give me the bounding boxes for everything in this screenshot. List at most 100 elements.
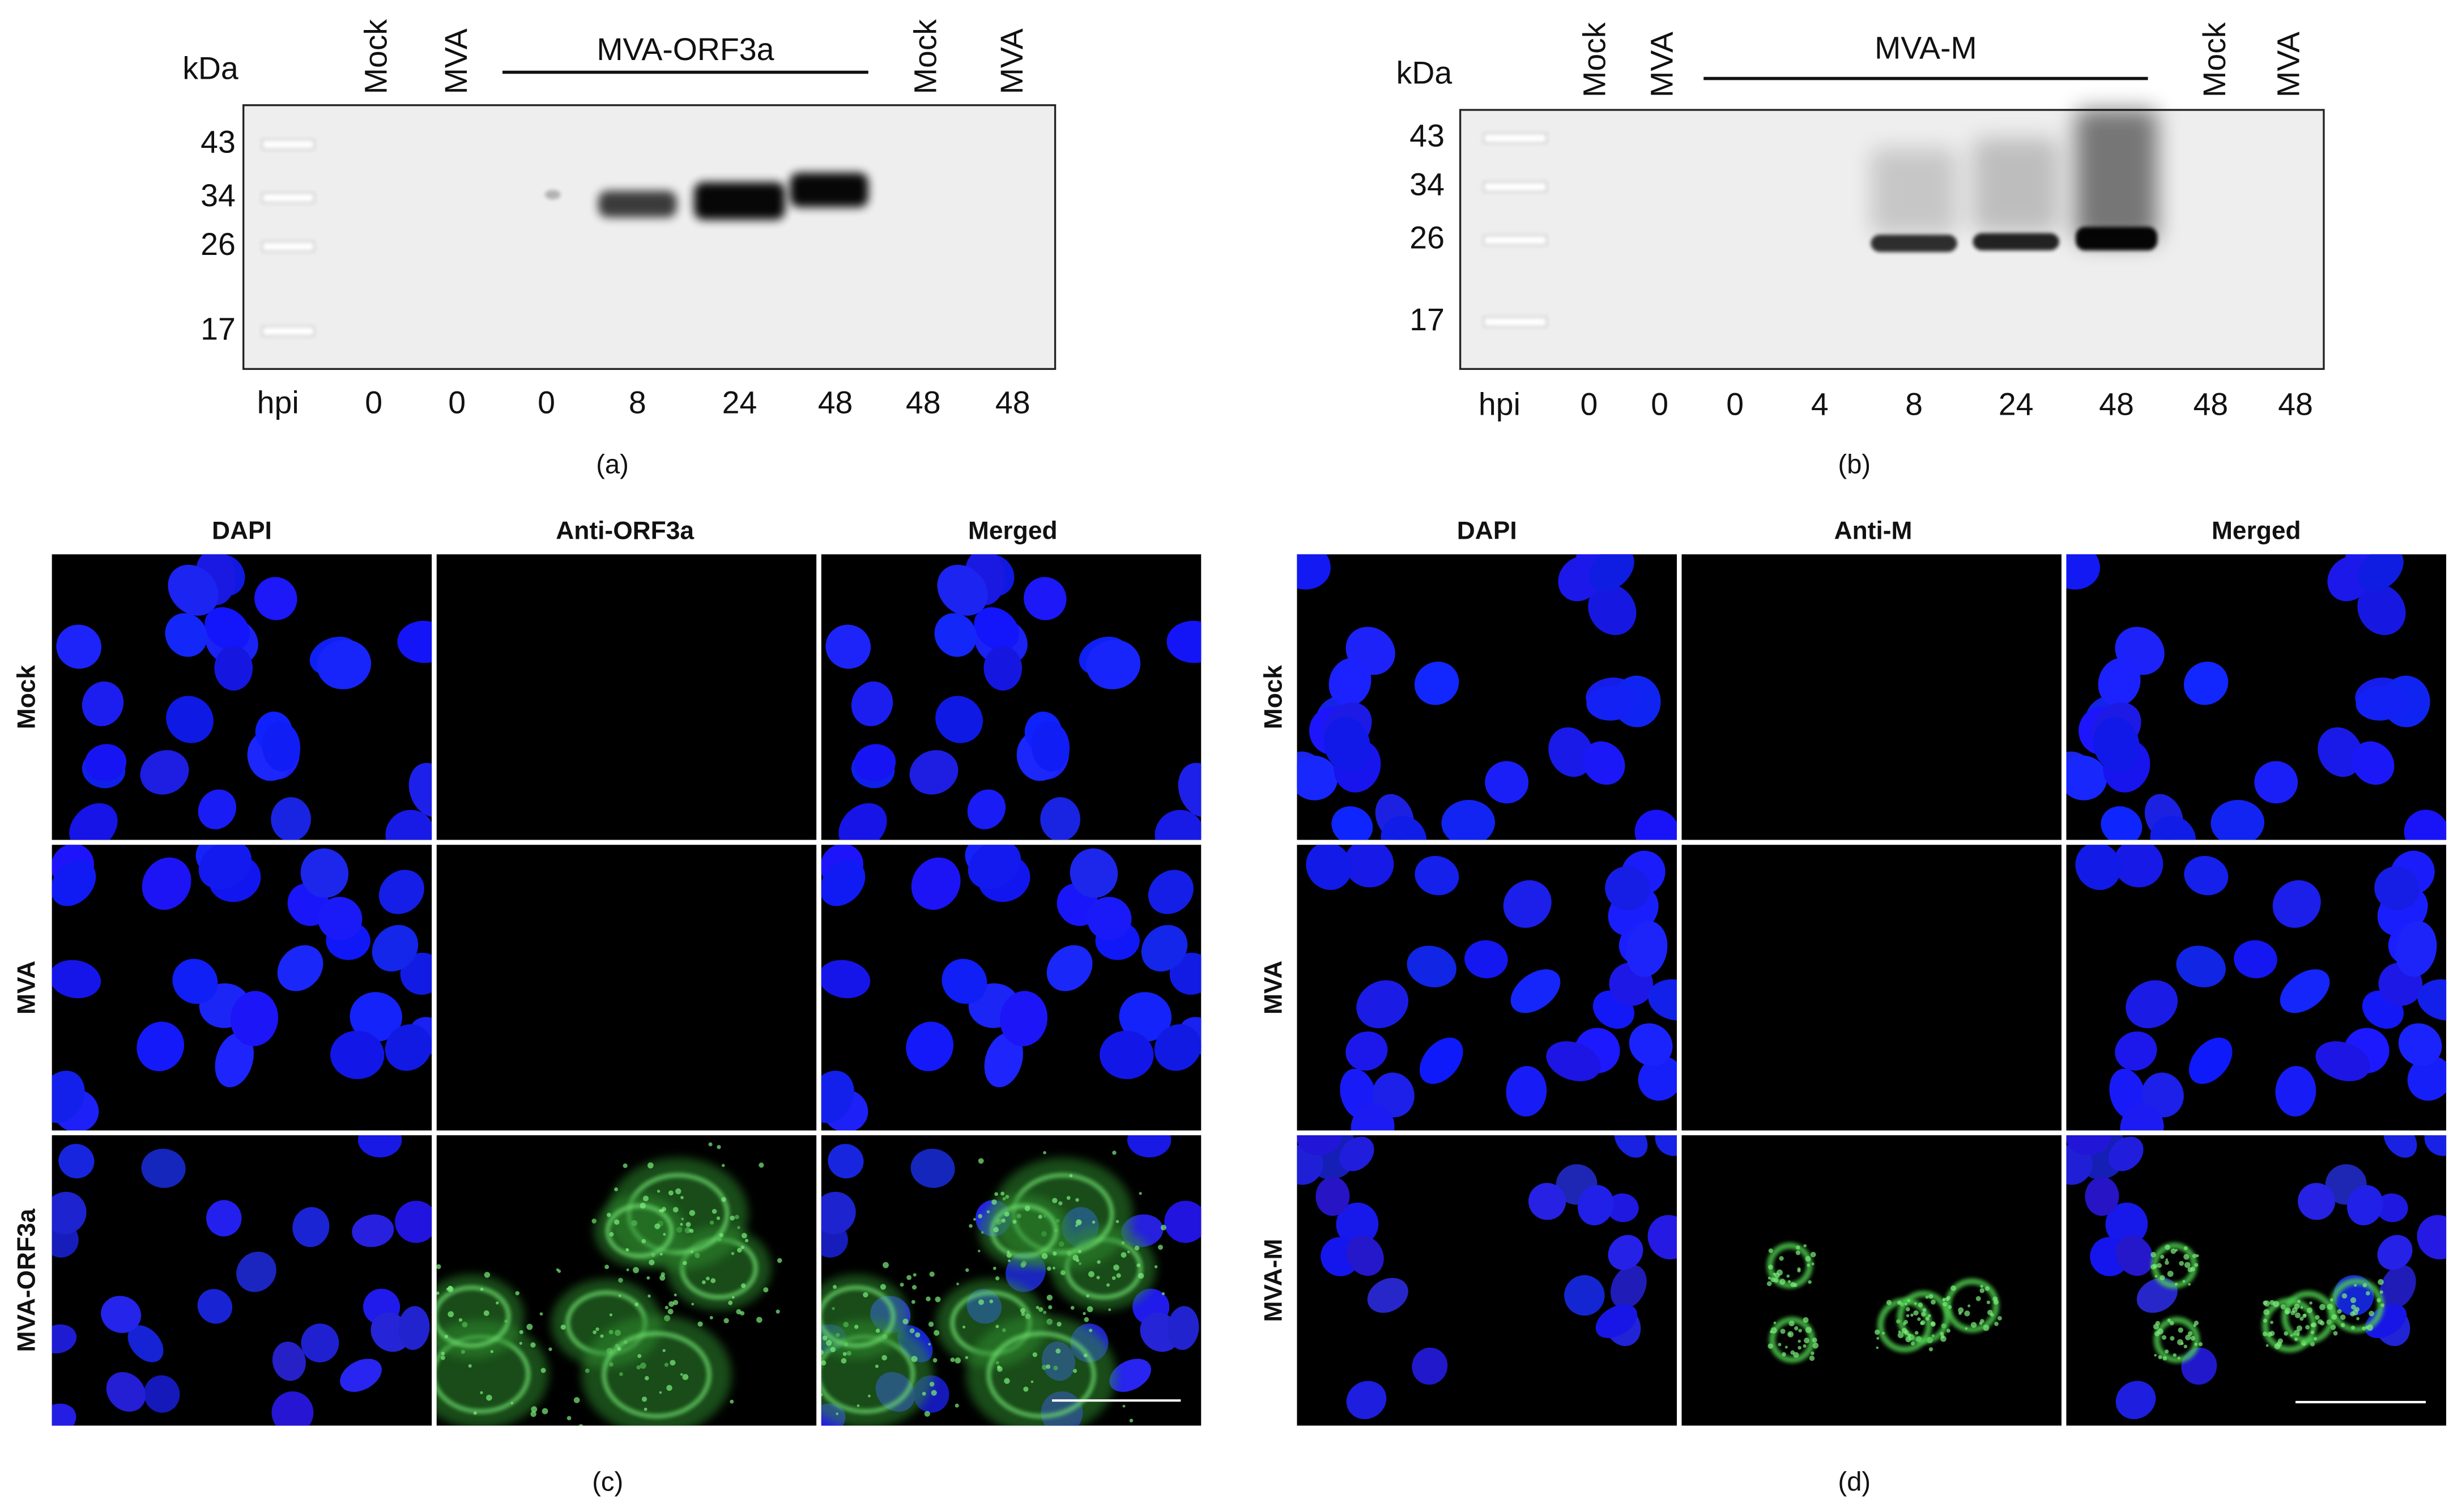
green-speckle (682, 1374, 689, 1381)
nucleus (1605, 866, 1650, 911)
green-speckle (1770, 1330, 1773, 1334)
green-speckle (2350, 1311, 2355, 1317)
green-speckle (744, 1238, 749, 1242)
hpi-value: 8 (1905, 386, 1923, 421)
nucleus (317, 640, 372, 689)
unit-label: kDa (182, 50, 238, 86)
nucleus (352, 1214, 394, 1247)
green-speckle (1950, 1285, 1957, 1291)
nucleus (1419, 1037, 1463, 1084)
green-speckle (716, 1216, 721, 1220)
green-speckle (1809, 1355, 1815, 1361)
nucleus (2407, 1056, 2447, 1101)
column-header: Anti-ORF3a (556, 517, 694, 544)
green-speckle (1897, 1300, 1902, 1305)
green-speckle (444, 1433, 448, 1437)
green-speckle (1055, 1348, 1061, 1354)
green-speckle (2170, 1336, 2175, 1341)
green-speckle (928, 1343, 931, 1346)
nucleus (292, 1207, 330, 1247)
green-speckle (689, 1229, 694, 1233)
green-speckle (2263, 1300, 2268, 1305)
protein-band (1973, 138, 2059, 233)
green-speckle (1127, 1250, 1130, 1254)
nucleus (1087, 897, 1132, 940)
column-header: Merged (2212, 517, 2301, 544)
green-speckle (913, 1273, 917, 1277)
nucleus (2101, 806, 2142, 840)
western-blot-panel: kDa 43 34 26 17 Mock MVA Mock MVA MVA-ORF3a hpi 0 0 0… (182, 19, 1057, 479)
green-speckle (969, 1224, 973, 1228)
image-tile (1297, 845, 1677, 1131)
green-speckle (731, 1296, 735, 1299)
green-speckle (539, 1312, 543, 1316)
green-speckle (1001, 1218, 1006, 1223)
green-speckle (2310, 1330, 2315, 1335)
green-speckle (1803, 1244, 1807, 1247)
green-speckle (480, 1391, 483, 1395)
green-speckle (680, 1223, 683, 1226)
green-speckle (1964, 1310, 1970, 1317)
green-speckle (991, 1199, 997, 1205)
green-speckle (1994, 1300, 1999, 1305)
green-speckle (1768, 1264, 1773, 1270)
green-speckle (1906, 1314, 1910, 1318)
nucleus (2085, 1177, 2119, 1216)
nucleus (828, 1144, 864, 1179)
green-speckle (1072, 1255, 1079, 1261)
nucleus (1046, 945, 1093, 991)
nucleus (983, 645, 1023, 691)
green-speckle (2284, 1307, 2291, 1314)
green-ring (1897, 1290, 1950, 1344)
green-speckle (973, 1218, 976, 1221)
green-speckle (1906, 1307, 1910, 1311)
nucleus (2272, 880, 2321, 928)
nucleus (2376, 1193, 2408, 1223)
green-rim (436, 1285, 511, 1348)
green-speckle (2177, 1356, 2180, 1360)
green-speckle (1997, 1316, 2002, 1321)
green-speckle (2354, 1284, 2357, 1287)
image-tile (821, 554, 1202, 840)
nucleus (984, 1032, 1023, 1088)
ladder-band (1483, 133, 1548, 144)
green-speckle (978, 1299, 984, 1305)
green-speckle (1006, 1253, 1012, 1258)
green-speckle (995, 1276, 1000, 1281)
green-speckle (674, 1293, 677, 1297)
green-speckle (2196, 1254, 2199, 1258)
green-speckle (712, 1209, 717, 1214)
hpi-value: 0 (1651, 386, 1668, 421)
protein-band (2076, 109, 2158, 243)
green-speckle (1113, 1264, 1119, 1271)
marker-label: 26 (1409, 220, 1445, 255)
nucleus (1328, 658, 1371, 706)
nucleus (1412, 1347, 1448, 1385)
green-ring (1944, 1278, 2000, 1333)
nucleus (1345, 1031, 1388, 1071)
microscopy-panel: DAPI Anti-M Merged Mock MVA MVA-M (d) (1259, 517, 2447, 1497)
nucleus (2417, 979, 2447, 1021)
green-speckle (2276, 1341, 2282, 1347)
marker-label: 43 (1409, 118, 1445, 154)
nucleus (2298, 1183, 2336, 1220)
green-speckle (1940, 1331, 1944, 1336)
green-speckle (1788, 1280, 1791, 1283)
green-speckle (2153, 1264, 2158, 1269)
nucleus (2355, 685, 2406, 721)
green-speckle (2294, 1312, 2301, 1318)
green-speckle (448, 1311, 454, 1318)
nucleus (2183, 661, 2229, 705)
nucleus (2374, 866, 2420, 911)
green-speckle (1917, 1317, 1921, 1321)
green-speckle (2170, 1248, 2176, 1254)
green-speckle (1086, 1294, 1089, 1298)
hpi-value: 4 (1811, 386, 1829, 421)
green-speckle (836, 1412, 839, 1415)
green-speckle (2183, 1254, 2190, 1260)
green-speckle (1106, 1283, 1110, 1287)
green-speckle (680, 1373, 683, 1376)
nucleus (2098, 658, 2141, 706)
green-speckle (649, 1259, 655, 1266)
green-speckle (625, 1248, 629, 1252)
